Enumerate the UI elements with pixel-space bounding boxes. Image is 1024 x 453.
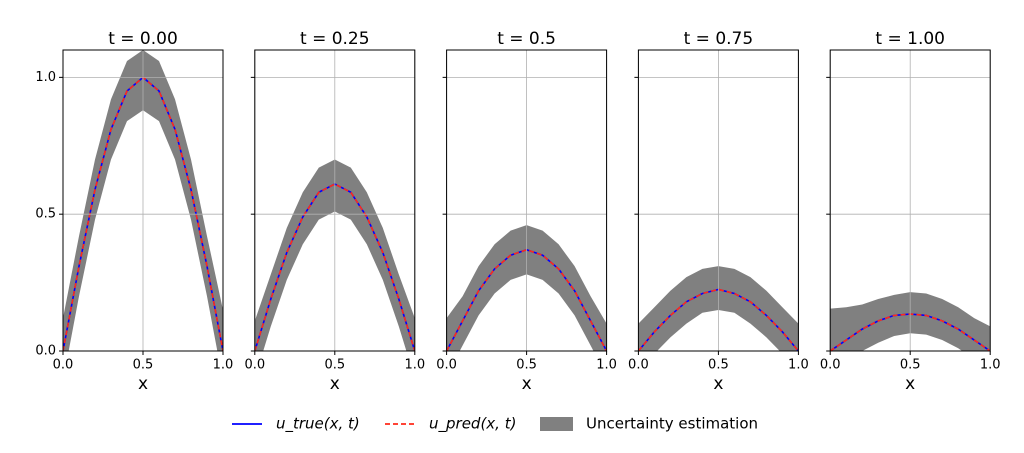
pred-line <box>638 288 799 351</box>
x-axis-label: x <box>138 374 148 394</box>
subplot: 0.0 0.5 1.0 t = 0.75 x <box>628 29 809 394</box>
subplot: 0.0 0.5 1.0 0.0 0.5 1.0 t = 0.00 x <box>35 29 233 394</box>
x-tick-label: 0.5 <box>708 358 729 373</box>
y-tick-label: 0.5 <box>35 207 56 222</box>
legend-label: u_true(x, t) <box>276 415 360 434</box>
subplot-title: t = 0.75 <box>684 29 754 49</box>
uncertainty-band <box>446 225 607 351</box>
x-tick-label: 0.5 <box>324 358 345 373</box>
x-tick-label: 1.0 <box>980 358 1001 373</box>
legend-label: u_pred(x, t) <box>429 415 516 434</box>
x-tick-label: 1.0 <box>404 358 425 373</box>
x-tick-label: 1.0 <box>596 358 617 373</box>
x-tick-label: 0.0 <box>436 358 457 373</box>
legend-label: Uncertainty estimation <box>586 415 758 433</box>
subplot: 0.0 0.5 1.0 t = 1.00 x <box>820 29 1001 394</box>
x-tick-label: 0.0 <box>244 358 265 373</box>
legend-swatch <box>540 417 573 431</box>
x-axis-label: x <box>522 374 532 394</box>
y-tick-label: 1.0 <box>35 70 56 85</box>
legend: u_true(x, t) u_pred(x, t) Uncertainty esti… <box>232 415 758 434</box>
subplot: 0.0 0.5 1.0 t = 0.5 x <box>436 29 617 394</box>
x-tick-label: 0.0 <box>820 358 841 373</box>
x-axis-label: x <box>905 374 915 394</box>
subplot-title: t = 0.5 <box>497 29 556 49</box>
subplot: 0.0 0.5 1.0 t = 0.25 x <box>244 29 425 394</box>
x-tick-label: 0.5 <box>133 358 154 373</box>
subplot-title: t = 1.00 <box>875 29 945 49</box>
x-tick-label: 1.0 <box>788 358 809 373</box>
subplot-title: t = 0.00 <box>108 29 178 49</box>
x-axis-label: x <box>330 374 340 394</box>
x-tick-label: 0.0 <box>628 358 649 373</box>
pred-line <box>446 248 607 351</box>
x-tick-label: 0.0 <box>53 358 74 373</box>
x-tick-label: 0.5 <box>900 358 921 373</box>
subplot-title: t = 0.25 <box>300 29 370 49</box>
x-tick-label: 1.0 <box>213 358 234 373</box>
x-axis-label: x <box>713 374 723 394</box>
y-tick-label: 0.0 <box>35 344 56 359</box>
x-tick-label: 0.5 <box>516 358 537 373</box>
pred-line <box>254 183 415 351</box>
